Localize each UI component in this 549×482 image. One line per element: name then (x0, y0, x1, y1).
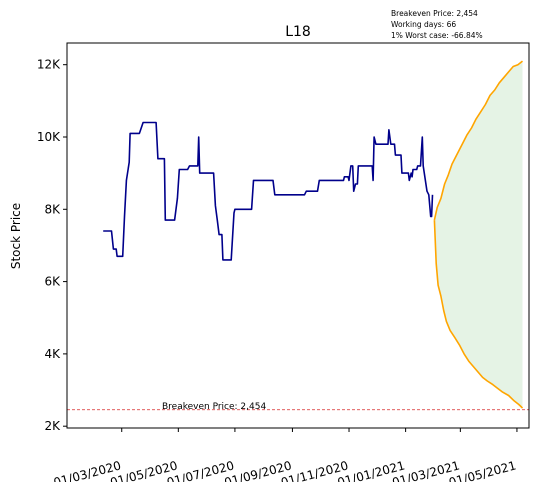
y-axis-ticks: 2K 4K 6K 8K 10K 12K (37, 58, 67, 433)
history-price-line (103, 121, 434, 261)
y-axis-label: Stock Price (9, 203, 23, 269)
projection-lower-line (433, 220, 524, 409)
info-worst-case: 1% Worst case: -66.84% (391, 31, 483, 40)
breakeven-label: Breakeven Price: 2,454 (162, 402, 266, 412)
info-breakeven: Breakeven Price: 2,454 (391, 9, 478, 18)
y-tick-label: 4K (44, 347, 61, 361)
projection-band (434, 61, 523, 409)
projection-band-layer (434, 61, 523, 409)
y-tick-label: 8K (44, 202, 61, 216)
price-lines-layer (103, 60, 524, 409)
chart-title: L18 (285, 24, 311, 40)
y-tick-label: 2K (44, 419, 61, 433)
y-tick-label: 10K (37, 130, 61, 144)
y-tick-label: 6K (44, 275, 61, 289)
plot-frame (66, 42, 530, 429)
info-working-days: Working days: 66 (391, 20, 456, 29)
x-axis-ticks: 01/03/202001/05/202001/07/202001/09/2020… (52, 428, 518, 482)
y-tick-label: 12K (37, 58, 61, 72)
projection-upper-line (433, 60, 523, 221)
